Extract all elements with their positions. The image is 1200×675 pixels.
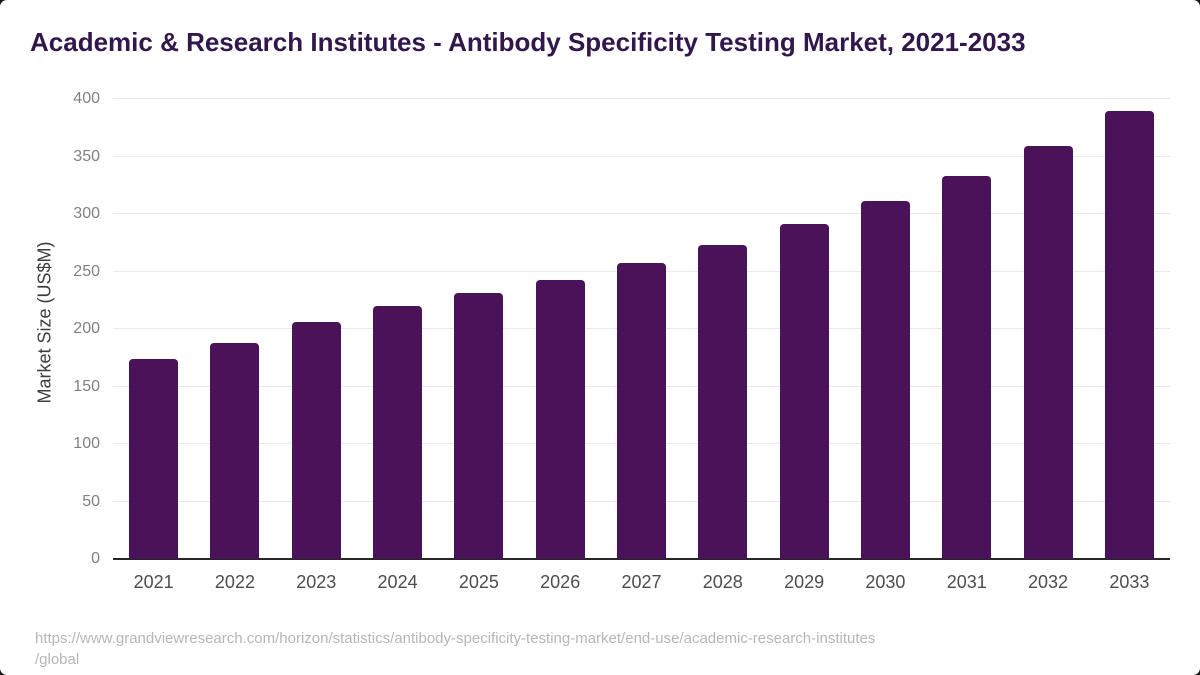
bar-2024: [373, 306, 423, 559]
y-tick-label-50: 50: [82, 492, 100, 510]
y-tick-label-250: 250: [73, 262, 100, 280]
bar-2025: [454, 293, 504, 559]
source-url-line2: /global: [35, 651, 80, 668]
bar-2029: [779, 224, 829, 559]
y-tick-label-350: 350: [73, 147, 100, 165]
source-url: https://www.grandviewresearch.com/horizo…: [35, 628, 875, 670]
x-axis-line: [113, 558, 1170, 560]
x-tick-label-2021: 2021: [133, 572, 174, 592]
bar-2023: [291, 322, 341, 559]
x-tick-label-2022: 2022: [214, 572, 255, 592]
source-url-line1: https://www.grandviewresearch.com/horizo…: [35, 630, 876, 647]
y-tick-label-0: 0: [91, 550, 100, 567]
x-tick-label-2030: 2030: [865, 572, 906, 592]
y-tick-label-400: 400: [73, 90, 100, 107]
x-tick-label-2029: 2029: [784, 572, 825, 592]
bar-2032: [1023, 146, 1073, 559]
bar-2027: [617, 263, 666, 559]
bar-2028: [698, 245, 748, 559]
gridline-400: [113, 98, 1170, 99]
x-tick-label-2025: 2025: [458, 572, 499, 592]
gridline-300: [113, 213, 1170, 214]
bar-2030: [860, 201, 910, 559]
bar-2022: [210, 342, 260, 559]
x-tick-label-2026: 2026: [540, 572, 581, 592]
gridline-350: [113, 155, 1170, 157]
chart-title: Academic & Research Institutes - Antibod…: [30, 27, 1026, 57]
bar-2021: [129, 358, 179, 559]
x-tick-label-2032: 2032: [1028, 572, 1069, 592]
y-tick-label-300: 300: [73, 205, 100, 222]
x-tick-label-2033: 2033: [1109, 572, 1150, 592]
x-tick-label-2024: 2024: [377, 572, 418, 592]
bar-2031: [942, 176, 992, 559]
y-tick-label-150: 150: [73, 377, 100, 395]
x-tick-label-2023: 2023: [296, 572, 337, 592]
y-tick-label-100: 100: [73, 435, 100, 452]
x-tick-label-2027: 2027: [621, 572, 662, 592]
y-tick-label-200: 200: [73, 320, 100, 337]
x-tick-label-2031: 2031: [946, 572, 987, 592]
bar-2026: [535, 279, 585, 559]
bar-2033: [1104, 110, 1154, 559]
plot-area: [113, 98, 1170, 560]
x-tick-label-2028: 2028: [702, 572, 743, 592]
